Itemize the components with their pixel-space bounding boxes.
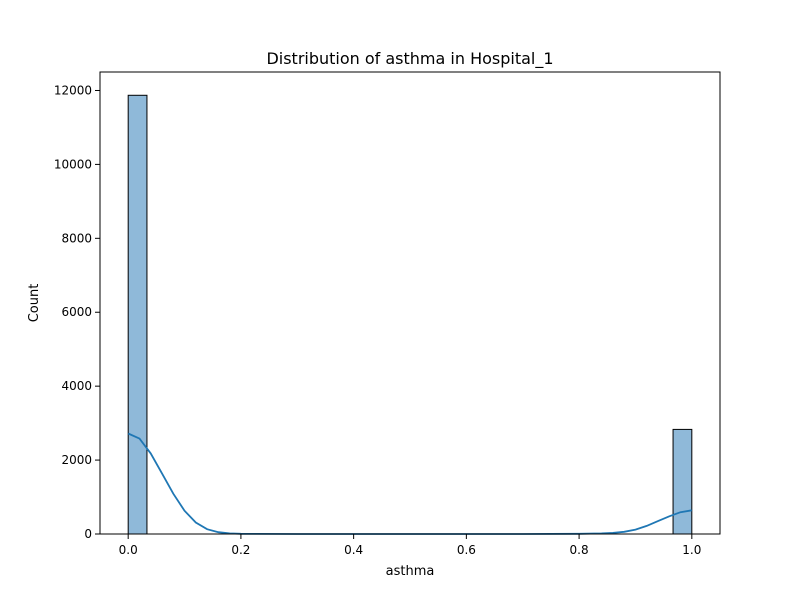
y-tick-label: 10000 <box>54 157 92 171</box>
x-tick-label: 0.8 <box>570 543 589 557</box>
y-tick-label: 12000 <box>54 83 92 97</box>
y-axis-label: Count <box>27 284 42 323</box>
plot-frame <box>99 71 721 535</box>
y-tick-label: 6000 <box>61 305 92 319</box>
x-tick-label: 0.6 <box>457 543 476 557</box>
kde-curve <box>127 432 692 535</box>
x-axis-ticks: 0.0 0.2 0.4 0.6 0.8 1.0 <box>119 534 701 557</box>
histogram-bar-0 <box>127 94 148 535</box>
x-axis-label: asthma <box>386 564 435 579</box>
y-tick-label: 0 <box>84 527 92 541</box>
histogram-bar-1 <box>672 428 693 535</box>
y-tick-label: 4000 <box>61 379 92 393</box>
y-tick-label: 8000 <box>61 231 92 245</box>
y-tick-label: 2000 <box>61 453 92 467</box>
x-tick-label: 0.0 <box>119 543 138 557</box>
chart-title: Distribution of asthma in Hospital_1 <box>266 49 553 69</box>
y-axis-ticks: 0 2000 4000 6000 8000 10000 12000 <box>54 83 100 541</box>
bars-group <box>127 94 693 535</box>
x-tick-label: 1.0 <box>682 543 701 557</box>
x-tick-label: 0.2 <box>231 543 250 557</box>
x-tick-label: 0.4 <box>344 543 363 557</box>
